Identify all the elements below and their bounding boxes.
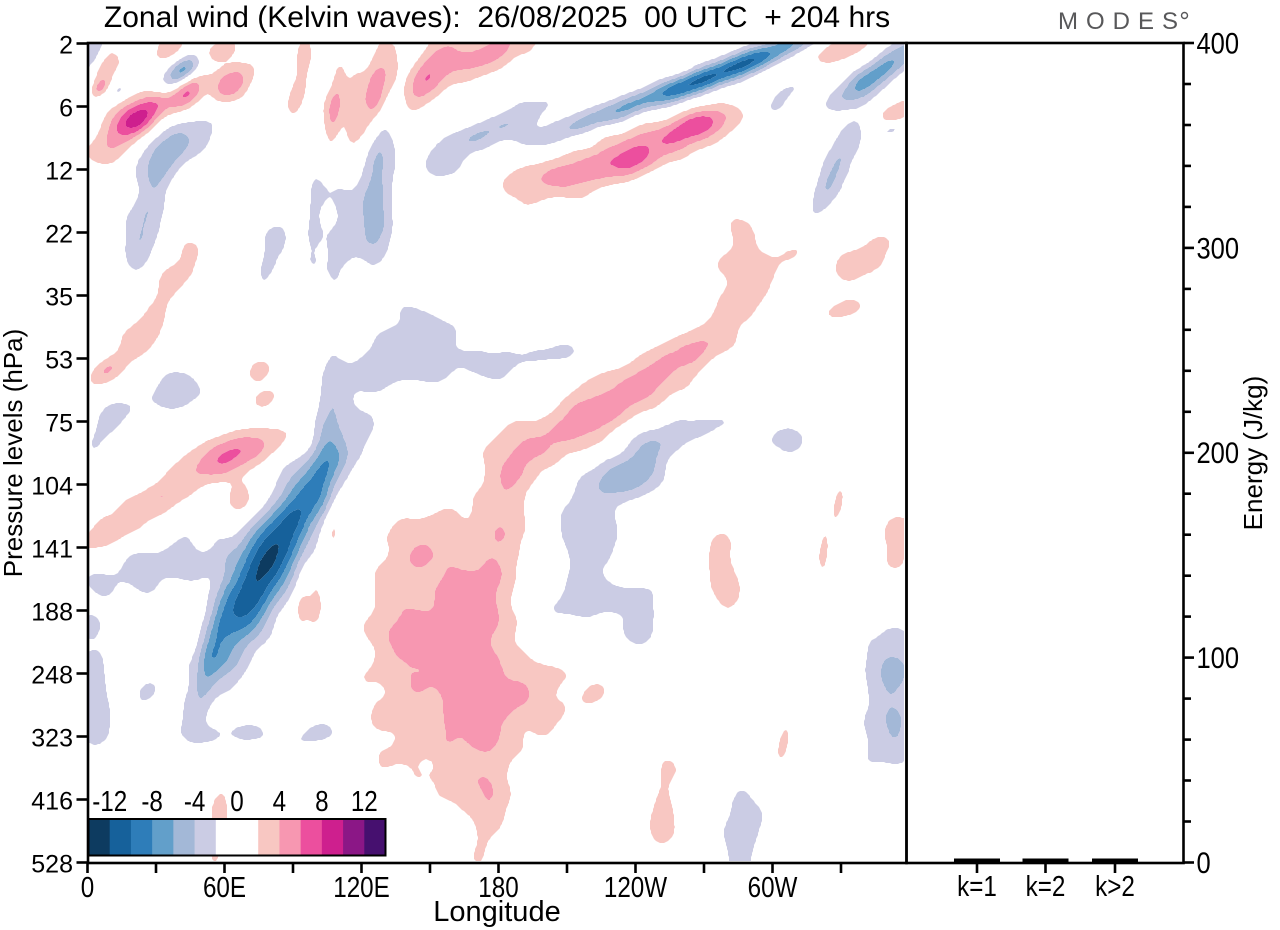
- svg-text:Pressure levels (hPa): Pressure levels (hPa): [0, 329, 28, 578]
- svg-text:53: 53: [45, 347, 73, 375]
- svg-text:120W: 120W: [604, 871, 667, 903]
- svg-text:0: 0: [230, 785, 243, 817]
- svg-text:200: 200: [1197, 436, 1240, 469]
- svg-text:141: 141: [31, 536, 73, 564]
- svg-text:8: 8: [315, 785, 328, 817]
- svg-text:0: 0: [81, 871, 94, 903]
- svg-text:60E: 60E: [203, 871, 246, 903]
- svg-text:-12: -12: [92, 785, 127, 817]
- svg-text:104: 104: [31, 473, 73, 501]
- svg-text:35: 35: [45, 284, 73, 312]
- svg-text:22: 22: [45, 221, 73, 249]
- svg-text:248: 248: [31, 662, 73, 690]
- svg-text:-4: -4: [184, 785, 206, 817]
- svg-text:0: 0: [1197, 846, 1211, 879]
- svg-text:188: 188: [31, 599, 73, 627]
- svg-text:MODES: MODES: [1058, 8, 1186, 35]
- svg-text:k>2: k>2: [1095, 870, 1135, 902]
- svg-text:300: 300: [1197, 231, 1240, 264]
- svg-text:6: 6: [59, 95, 73, 123]
- svg-text:60W: 60W: [748, 871, 798, 903]
- svg-text:2: 2: [59, 32, 73, 60]
- svg-text:12: 12: [45, 158, 73, 186]
- svg-text:Zonal wind (Kelvin waves): 26: Zonal wind (Kelvin waves): 26/08/2025 00…: [104, 1, 890, 34]
- svg-text:323: 323: [31, 725, 73, 753]
- svg-text:100: 100: [1197, 641, 1240, 674]
- svg-text:528: 528: [31, 851, 73, 879]
- svg-text:120E: 120E: [333, 871, 390, 903]
- svg-text:12: 12: [351, 785, 378, 817]
- svg-text:k=2: k=2: [1026, 870, 1066, 902]
- svg-text:Energy (J/kg): Energy (J/kg): [1238, 376, 1268, 531]
- svg-text:-8: -8: [141, 785, 163, 817]
- svg-text:75: 75: [45, 410, 73, 438]
- svg-text:400: 400: [1197, 27, 1240, 60]
- svg-text:416: 416: [31, 788, 73, 816]
- svg-text:180: 180: [478, 871, 518, 903]
- svg-text:Longitude: Longitude: [433, 896, 560, 928]
- svg-text:4: 4: [273, 785, 286, 817]
- svg-text:k=1: k=1: [957, 870, 997, 902]
